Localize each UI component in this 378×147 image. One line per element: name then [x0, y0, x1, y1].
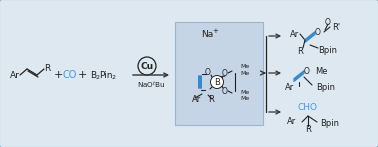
Text: O: O [325, 17, 331, 26]
Text: +: + [53, 70, 63, 80]
Text: Me: Me [240, 90, 249, 95]
Text: +: + [77, 70, 87, 80]
Text: Bpin: Bpin [320, 120, 339, 128]
Text: R: R [305, 126, 311, 135]
Text: Me: Me [315, 66, 327, 76]
Text: R: R [297, 46, 303, 56]
Text: Pin: Pin [99, 71, 113, 80]
Text: Bpin: Bpin [318, 46, 337, 55]
Text: O: O [315, 27, 321, 36]
Text: Ar: Ar [287, 117, 297, 127]
Text: Me: Me [240, 64, 249, 69]
Text: Me: Me [240, 96, 249, 101]
Text: NaO$^t$Bu: NaO$^t$Bu [136, 78, 165, 90]
Text: Ar: Ar [285, 82, 294, 91]
Text: −: − [218, 72, 226, 81]
FancyBboxPatch shape [175, 22, 263, 125]
Text: 2: 2 [95, 75, 99, 80]
Text: +: + [212, 28, 218, 34]
Text: B: B [90, 71, 96, 80]
Text: CHO: CHO [298, 103, 318, 112]
Text: Me: Me [240, 71, 249, 76]
Text: B: B [214, 77, 220, 86]
Text: Na: Na [201, 30, 213, 39]
Text: O: O [205, 67, 211, 76]
Text: Cu: Cu [141, 61, 153, 71]
Text: O: O [304, 66, 310, 76]
Text: O: O [222, 86, 228, 96]
Text: Ar: Ar [290, 30, 299, 39]
Text: R: R [44, 64, 50, 72]
Text: Ar: Ar [10, 71, 20, 80]
Text: Bpin: Bpin [316, 82, 335, 91]
Text: R: R [208, 95, 214, 103]
Text: O: O [222, 69, 228, 77]
Text: CO: CO [63, 70, 77, 80]
Text: 2: 2 [112, 75, 116, 80]
Circle shape [211, 76, 223, 88]
Text: Ar: Ar [192, 95, 201, 103]
Text: R': R' [332, 22, 340, 31]
